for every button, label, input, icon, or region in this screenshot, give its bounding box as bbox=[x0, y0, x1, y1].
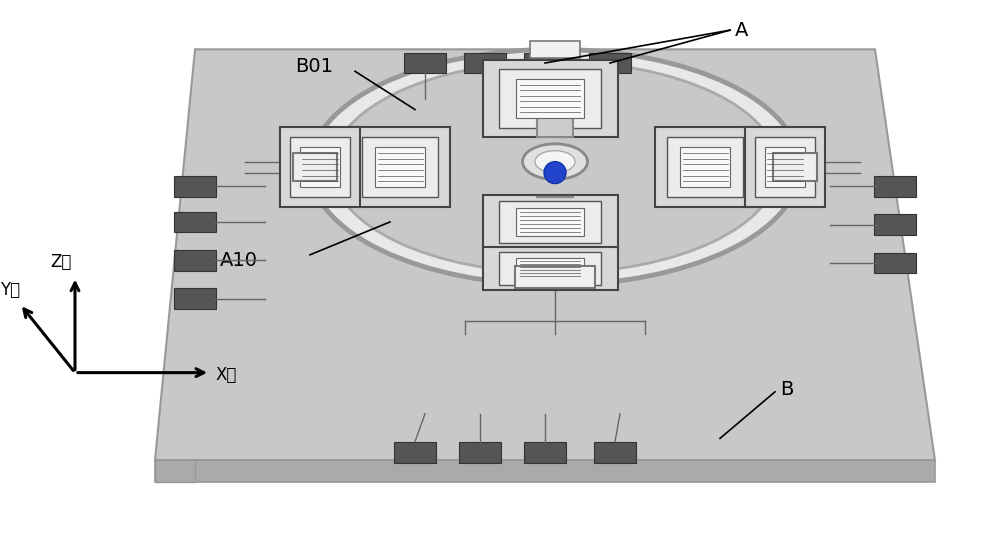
FancyBboxPatch shape bbox=[874, 176, 916, 197]
FancyBboxPatch shape bbox=[667, 137, 743, 197]
Polygon shape bbox=[155, 460, 195, 482]
FancyBboxPatch shape bbox=[516, 79, 584, 118]
FancyBboxPatch shape bbox=[174, 212, 216, 232]
FancyBboxPatch shape bbox=[280, 128, 360, 207]
FancyBboxPatch shape bbox=[765, 147, 805, 187]
FancyBboxPatch shape bbox=[537, 107, 573, 137]
Ellipse shape bbox=[332, 61, 778, 273]
Text: A10: A10 bbox=[220, 251, 258, 270]
FancyBboxPatch shape bbox=[655, 128, 755, 207]
Text: A: A bbox=[735, 21, 748, 39]
FancyBboxPatch shape bbox=[773, 153, 817, 181]
Polygon shape bbox=[155, 460, 935, 482]
FancyBboxPatch shape bbox=[755, 137, 815, 197]
Text: B01: B01 bbox=[295, 58, 333, 76]
FancyBboxPatch shape bbox=[459, 442, 501, 463]
FancyBboxPatch shape bbox=[745, 128, 825, 207]
FancyBboxPatch shape bbox=[515, 266, 595, 288]
Polygon shape bbox=[155, 49, 935, 460]
Ellipse shape bbox=[535, 151, 575, 173]
FancyBboxPatch shape bbox=[499, 70, 601, 128]
FancyBboxPatch shape bbox=[589, 53, 631, 73]
FancyBboxPatch shape bbox=[464, 53, 506, 73]
FancyBboxPatch shape bbox=[524, 53, 566, 73]
Text: Y轴: Y轴 bbox=[0, 281, 20, 299]
FancyBboxPatch shape bbox=[362, 137, 438, 197]
FancyBboxPatch shape bbox=[594, 442, 636, 463]
FancyBboxPatch shape bbox=[290, 137, 350, 197]
FancyBboxPatch shape bbox=[874, 253, 916, 273]
FancyBboxPatch shape bbox=[404, 53, 446, 73]
Ellipse shape bbox=[310, 49, 800, 285]
Ellipse shape bbox=[522, 144, 588, 180]
FancyBboxPatch shape bbox=[174, 288, 216, 309]
FancyBboxPatch shape bbox=[524, 442, 566, 463]
FancyBboxPatch shape bbox=[499, 201, 601, 243]
Text: X轴: X轴 bbox=[215, 367, 236, 384]
FancyBboxPatch shape bbox=[530, 41, 580, 58]
FancyBboxPatch shape bbox=[174, 176, 216, 197]
FancyBboxPatch shape bbox=[680, 147, 730, 187]
FancyBboxPatch shape bbox=[375, 147, 425, 187]
FancyBboxPatch shape bbox=[499, 252, 601, 285]
FancyBboxPatch shape bbox=[483, 195, 618, 249]
FancyBboxPatch shape bbox=[174, 250, 216, 271]
FancyBboxPatch shape bbox=[483, 247, 618, 290]
FancyBboxPatch shape bbox=[483, 60, 618, 137]
Text: B: B bbox=[780, 380, 793, 398]
Text: Z轴: Z轴 bbox=[50, 253, 71, 271]
FancyBboxPatch shape bbox=[350, 128, 450, 207]
Ellipse shape bbox=[544, 162, 566, 184]
FancyBboxPatch shape bbox=[874, 214, 916, 235]
FancyBboxPatch shape bbox=[394, 442, 436, 463]
FancyBboxPatch shape bbox=[516, 208, 584, 236]
FancyBboxPatch shape bbox=[516, 258, 584, 279]
FancyBboxPatch shape bbox=[300, 147, 340, 187]
FancyBboxPatch shape bbox=[293, 153, 337, 181]
